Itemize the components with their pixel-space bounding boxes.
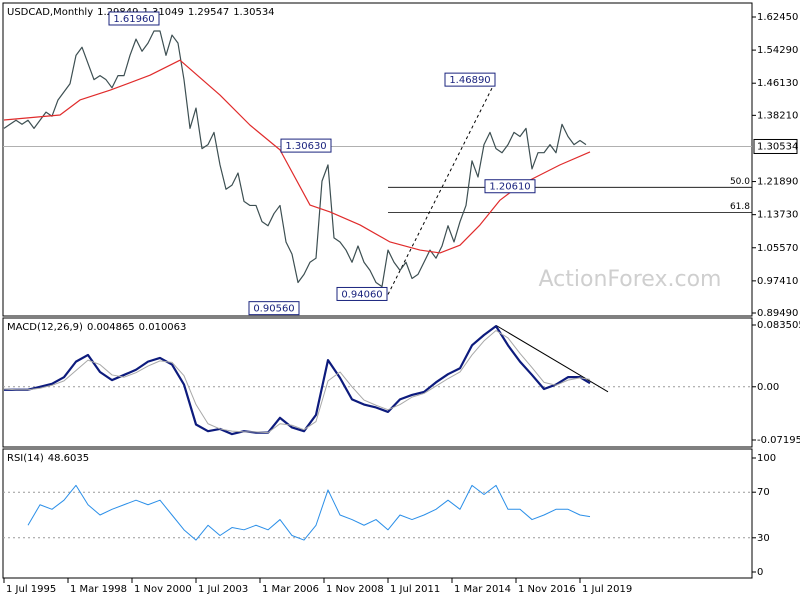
- trendline: [387, 79, 497, 295]
- panel-frame: [2, 317, 753, 448]
- y-tick-label: 1.21890: [757, 177, 798, 188]
- panel-reading: 1.30534: [233, 7, 274, 18]
- panel-title-text: RSI(14): [7, 453, 44, 464]
- y-tick-label: 0.89490: [757, 308, 798, 319]
- y-tick-label: 0.083505: [757, 320, 800, 331]
- y-tick-label: 0: [757, 567, 763, 578]
- y-tick-label: 1.05570: [757, 243, 798, 254]
- trendline: [495, 324, 609, 393]
- last-price-label: 1.30534: [757, 141, 798, 152]
- last-price-box: [753, 138, 798, 154]
- y-tick-label: 1.62450: [757, 12, 798, 23]
- panel-title-text: USDCAD,Monthly: [7, 7, 93, 18]
- y-tick-label: 100: [757, 453, 776, 464]
- watermark: ActionForex.com: [539, 267, 722, 292]
- x-tick-label: 1 Nov 2000: [134, 584, 192, 595]
- price-annotation-box: [336, 286, 388, 301]
- price-annotation: 1.46890: [449, 75, 490, 86]
- y-tick-label: 0.00: [757, 382, 779, 393]
- price-annotation-box: [444, 72, 496, 87]
- panel-frame: [2, 2, 753, 317]
- price-annotation: 0.90560: [253, 304, 294, 315]
- y-tick-label: 30: [757, 533, 770, 544]
- fib-label: 50.0: [730, 177, 750, 187]
- x-tick-label: 1 Nov 2008: [326, 584, 384, 595]
- x-tick-label: 1 Jul 2011: [390, 584, 440, 595]
- x-tick-label: 1 Mar 2006: [262, 584, 319, 595]
- x-tick-label: 1 Nov 2016: [518, 584, 576, 595]
- y-tick-label: 1.54290: [757, 45, 798, 56]
- x-tick-label: 1 Mar 1998: [70, 584, 127, 595]
- price-annotation-box: [280, 138, 332, 153]
- y-tick-label: 0.97410: [757, 276, 798, 287]
- price-annotation-box: [248, 301, 300, 316]
- price-annotation: 1.20610: [489, 182, 530, 193]
- panel-reading: 48.6035: [48, 453, 89, 464]
- x-tick-label: 1 Jul 1995: [6, 584, 56, 595]
- x-tick-label: 1 Jul 2019: [582, 584, 632, 595]
- y-tick-label: 1.38210: [757, 110, 798, 121]
- price-annotation: 1.61960: [113, 14, 154, 25]
- y-tick-label: -0.07195: [757, 435, 800, 446]
- y-tick-label: 1.13730: [757, 210, 798, 221]
- series-line: [3, 330, 591, 434]
- price-annotation: 0.94060: [341, 289, 382, 300]
- panel-reading: 1.29547: [188, 7, 229, 18]
- series-line: [3, 30, 587, 288]
- price-annotation-box: [108, 11, 160, 26]
- series-line: [4, 325, 591, 436]
- y-tick-label: 70: [757, 487, 770, 498]
- price-annotation-box: [484, 179, 536, 194]
- y-tick-label: 1.46130: [757, 78, 798, 89]
- panel-title-text: MACD(12,26,9): [7, 322, 83, 333]
- panel-reading: 0.004865: [87, 322, 135, 333]
- panel-frame: [2, 448, 753, 579]
- panel-title: MACD(12,26,9) 0.004865 0.010063: [7, 322, 186, 333]
- x-tick-label: 1 Jul 2003: [198, 584, 248, 595]
- series-line: [27, 484, 591, 541]
- fib-label: 61.8: [730, 202, 750, 212]
- x-tick-label: 1 Mar 2014: [454, 584, 511, 595]
- panel-title: RSI(14) 48.6035: [7, 453, 89, 464]
- panel-reading: 1.31049: [142, 7, 183, 18]
- panel-reading: 0.010063: [139, 322, 187, 333]
- price-annotation: 1.30630: [285, 141, 326, 152]
